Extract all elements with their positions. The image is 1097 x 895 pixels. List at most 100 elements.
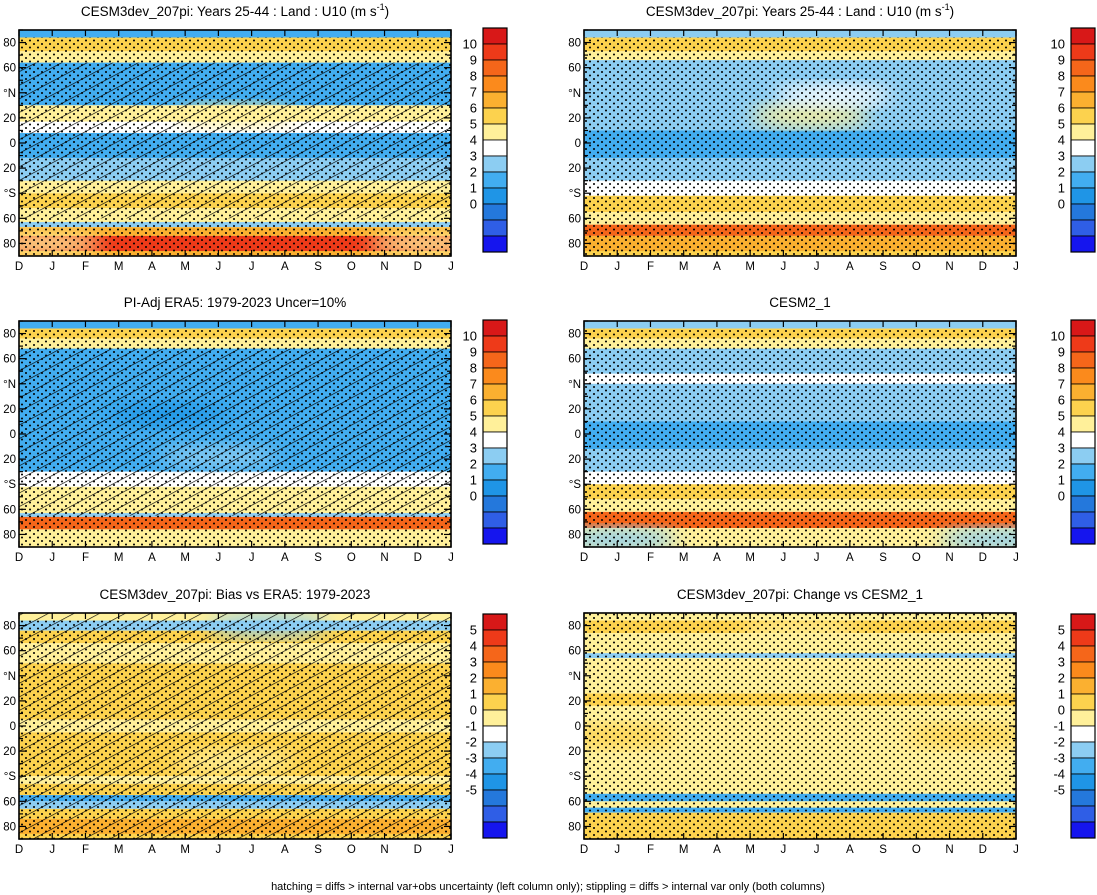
- x-tick-label: M: [745, 552, 755, 564]
- colorbar-swatch: [482, 741, 508, 759]
- y-tick-label: 80: [3, 38, 16, 50]
- x-tick-label: S: [314, 844, 322, 856]
- y-tick-label: 80: [3, 621, 16, 633]
- x-tick-label: J: [249, 552, 255, 564]
- colorbar-swatch: [482, 495, 508, 513]
- colorbar-swatch: [482, 59, 508, 77]
- y-tick-label: 60: [568, 213, 581, 225]
- x-tick-label: M: [679, 261, 689, 273]
- colorbar-swatch: [1070, 139, 1096, 157]
- y-tick-label: 0: [575, 721, 581, 733]
- panel-4: CESM2_1D J F M A M J J A S O N D J8060°N20020°S608010…: [568, 295, 1096, 564]
- x-tick-label: M: [114, 552, 124, 564]
- x-tick-label: A: [281, 844, 289, 856]
- x-tick-label: J: [781, 261, 787, 273]
- x-tick-label: F: [647, 261, 654, 273]
- y-tick-label: °S: [569, 479, 582, 491]
- x-tick-label: M: [114, 261, 124, 273]
- x-tick-label: N: [945, 552, 953, 564]
- colorbar-swatch: [1070, 203, 1096, 221]
- y-tick-label: 80: [3, 821, 16, 833]
- colorbar-swatch: [1070, 235, 1096, 253]
- x-tick-label: J: [614, 552, 620, 564]
- x-tick-label: J: [1013, 261, 1019, 273]
- data-band: [584, 30, 1016, 38]
- colorbar-swatch: [1070, 479, 1096, 497]
- colorbar-label: 5: [1058, 117, 1065, 132]
- colorbar-swatch: [1070, 351, 1096, 369]
- colorbar-label: 10: [463, 329, 477, 344]
- colorbar-label: 3: [1058, 655, 1065, 670]
- colorbar-label: 1: [1058, 473, 1065, 488]
- y-tick-label: °S: [4, 771, 17, 783]
- colorbar-label: 2: [1058, 165, 1065, 180]
- colorbar-swatch: [1070, 805, 1096, 823]
- x-tick-label: F: [82, 844, 89, 856]
- x-tick-label: M: [114, 844, 124, 856]
- colorbar-label: -5: [1053, 783, 1065, 798]
- y-tick-label: 20: [3, 454, 16, 466]
- colorbar-swatch: [1070, 399, 1096, 417]
- plot-area: [584, 30, 1016, 256]
- colorbar-swatch: [1070, 431, 1096, 449]
- colorbar-swatch: [482, 219, 508, 237]
- colorbar-label: 6: [1058, 393, 1065, 408]
- colorbar-label: 1: [470, 181, 477, 196]
- colorbar-label: 2: [1058, 671, 1065, 686]
- x-tick-label: J: [814, 844, 820, 856]
- colorbar-swatch: [482, 693, 508, 711]
- x-tick-label: J: [49, 261, 55, 273]
- colorbar-label: 5: [1058, 409, 1065, 424]
- y-tick-label: 20: [3, 746, 16, 758]
- colorbar-label: 0: [470, 197, 477, 212]
- colorbar-label: 4: [470, 639, 477, 654]
- colorbar-label: 7: [1058, 85, 1065, 100]
- colorbar-swatch: [1070, 741, 1096, 759]
- hatch-region: [19, 348, 451, 516]
- colorbar-swatch: [1070, 789, 1096, 807]
- colorbar-label: 2: [470, 457, 477, 472]
- colorbar-swatch: [1070, 367, 1096, 385]
- colorbar-swatch: [482, 431, 508, 449]
- x-tick-label: A: [713, 552, 721, 564]
- colorbar-label: 3: [1058, 149, 1065, 164]
- colorbar-swatch: [482, 351, 508, 369]
- colorbar-label: 8: [1058, 69, 1065, 84]
- x-tick-label: D: [15, 844, 23, 856]
- colorbar-swatch: [482, 75, 508, 93]
- colorbar-swatch: [482, 463, 508, 481]
- colorbar-label: 0: [470, 489, 477, 504]
- panel-2: CESM3dev_207pi: Years 25-44 : Land : U10…: [568, 2, 1096, 273]
- y-tick-label: 0: [10, 138, 16, 150]
- colorbar-swatch: [482, 629, 508, 647]
- y-tick-label: 20: [568, 404, 581, 416]
- hatch-region: [19, 613, 451, 839]
- colorbar-swatch: [482, 43, 508, 61]
- x-tick-label: D: [580, 261, 588, 273]
- colorbar-label: 7: [1058, 377, 1065, 392]
- colorbar-label: 1: [470, 687, 477, 702]
- colorbar-label: 9: [1058, 53, 1065, 68]
- colorbar-swatch: [482, 613, 508, 631]
- x-tick-label: M: [180, 261, 190, 273]
- plot-area: [19, 613, 451, 839]
- y-tick-label: 80: [568, 38, 581, 50]
- colorbar-swatch: [482, 821, 508, 839]
- y-tick-label: 20: [568, 696, 581, 708]
- colorbar-label: 7: [470, 85, 477, 100]
- x-tick-label: N: [380, 552, 388, 564]
- y-tick-label: °N: [568, 88, 581, 100]
- y-tick-label: 20: [568, 746, 581, 758]
- colorbar-swatch: [482, 661, 508, 679]
- x-tick-label: J: [49, 844, 55, 856]
- y-tick-label: 60: [3, 63, 16, 75]
- panel-title: CESM3dev_207pi: Bias vs ERA5: 1979-2023: [100, 587, 371, 602]
- y-tick-label: 60: [3, 213, 16, 225]
- y-tick-label: °S: [4, 188, 17, 200]
- y-tick-label: 80: [568, 238, 581, 250]
- colorbar-swatch: [1070, 447, 1096, 465]
